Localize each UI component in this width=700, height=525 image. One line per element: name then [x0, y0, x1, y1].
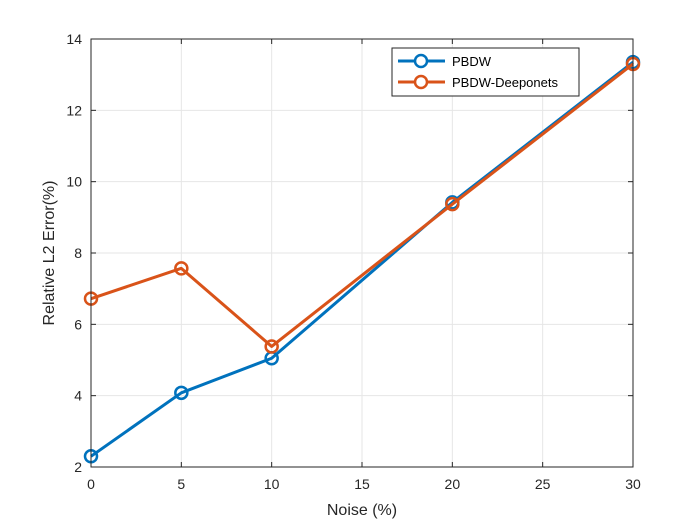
legend-label: PBDW-Deeponets [452, 75, 558, 90]
y-tick-label: 14 [66, 31, 82, 47]
data-point [174, 261, 189, 276]
x-tick-label: 20 [445, 476, 461, 492]
legend: PBDW PBDW-Deeponets [391, 47, 580, 97]
x-axis-label: Noise (%) [327, 502, 397, 519]
y-tick-label: 4 [74, 388, 82, 404]
y-axis-label: Relative L2 Error(%) [41, 181, 58, 326]
data-point [445, 196, 460, 212]
data-point [264, 339, 279, 354]
y-tick-label: 8 [74, 245, 82, 261]
legend-item: PBDW-Deeponets [398, 74, 558, 90]
x-tick-label: 30 [625, 476, 641, 492]
y-tick-label: 2 [74, 459, 82, 475]
legend-swatch-marker [413, 53, 429, 69]
x-tick-label: 5 [177, 476, 185, 492]
y-tick-label: 6 [74, 316, 82, 332]
y-tick-label: 10 [66, 174, 82, 190]
x-tick-label: 25 [535, 476, 551, 492]
y-tick-label: 12 [66, 102, 82, 118]
axis-ticks: 0 5 10 15 20 25 30 2 4 6 8 10 12 14 [66, 31, 641, 492]
legend-swatch-marker [413, 74, 429, 90]
x-tick-label: 10 [264, 476, 280, 492]
series-line [90, 62, 634, 348]
legend-item: PBDW [398, 53, 492, 69]
legend-label: PBDW [452, 54, 492, 69]
data-point [174, 385, 189, 401]
x-tick-label: 15 [354, 476, 370, 492]
x-tick-label: 0 [87, 476, 95, 492]
